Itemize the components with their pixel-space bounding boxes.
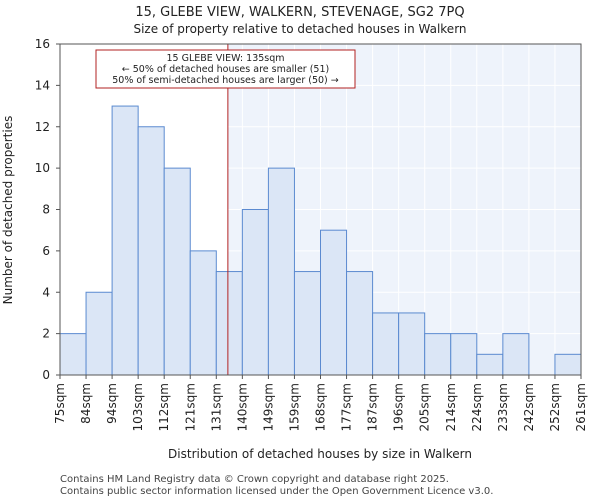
bar — [476, 353, 504, 376]
y-tick-label: 8 — [42, 203, 50, 217]
bar — [267, 167, 295, 376]
chart-title: 15, GLEBE VIEW, WALKERN, STEVENAGE, SG2 … — [135, 5, 464, 20]
bar — [398, 312, 426, 376]
bar — [293, 271, 322, 376]
x-tick-label: 103sqm — [131, 383, 145, 431]
x-tick-label: 205sqm — [418, 383, 432, 431]
x-tick-label: 196sqm — [392, 383, 406, 431]
x-axis-label: Distribution of detached houses by size … — [168, 447, 472, 461]
x-tick-label: 75sqm — [53, 383, 67, 424]
x-tick-label: 187sqm — [366, 383, 380, 431]
y-tick-label: 6 — [42, 244, 50, 258]
annotation-line: 15 GLEBE VIEW: 135sqm — [166, 53, 284, 64]
x-tick-label: 242sqm — [522, 383, 536, 431]
x-tick-label: 84sqm — [79, 383, 93, 424]
x-tick-label: 149sqm — [261, 383, 275, 431]
bar — [502, 333, 530, 376]
footer-line-1: Contains HM Land Registry data © Crown c… — [60, 474, 449, 485]
chart-subtitle: Size of property relative to detached ho… — [133, 22, 466, 36]
bar — [346, 271, 374, 376]
x-tick-label: 261sqm — [574, 383, 588, 431]
x-tick-label: 224sqm — [470, 383, 484, 431]
x-tick-label: 168sqm — [314, 383, 328, 431]
x-tick-label: 233sqm — [496, 383, 510, 431]
x-tick-label: 177sqm — [340, 383, 354, 431]
y-axis-label: Number of detached properties — [1, 116, 15, 305]
bar — [111, 105, 139, 376]
bar — [163, 167, 191, 376]
bar — [424, 333, 452, 376]
bar — [137, 126, 165, 376]
x-tick-label: 94sqm — [105, 383, 119, 424]
footer-line-2: Contains public sector information licen… — [60, 486, 493, 497]
y-tick-label: 14 — [35, 78, 50, 92]
bar — [59, 333, 87, 376]
x-tick-label: 252sqm — [548, 383, 562, 431]
x-tick-label: 214sqm — [444, 383, 458, 431]
bar — [241, 209, 269, 376]
bar — [85, 291, 113, 376]
y-tick-label: 12 — [35, 120, 50, 134]
y-tick-label: 16 — [35, 37, 50, 51]
annotation-line: ← 50% of detached houses are smaller (51… — [122, 64, 329, 75]
x-tick-label: 140sqm — [235, 383, 249, 431]
y-tick-label: 0 — [42, 368, 50, 382]
bar — [215, 271, 243, 376]
bar — [189, 250, 217, 376]
annotation-box — [95, 49, 356, 89]
bar — [372, 312, 400, 376]
y-tick-label: 10 — [35, 161, 50, 175]
x-tick-label: 131sqm — [209, 383, 223, 431]
x-tick-label: 159sqm — [287, 383, 301, 431]
bar — [320, 229, 348, 376]
x-tick-label: 121sqm — [183, 383, 197, 431]
bar — [554, 353, 582, 376]
y-tick-label: 4 — [42, 285, 50, 299]
y-tick-label: 2 — [42, 327, 50, 341]
x-tick-label: 112sqm — [157, 383, 171, 431]
annotation-line: 50% of semi-detached houses are larger (… — [112, 75, 339, 86]
plot-area: 15 GLEBE VIEW: 135sqm← 50% of detached h… — [35, 37, 588, 431]
bar — [450, 333, 478, 376]
